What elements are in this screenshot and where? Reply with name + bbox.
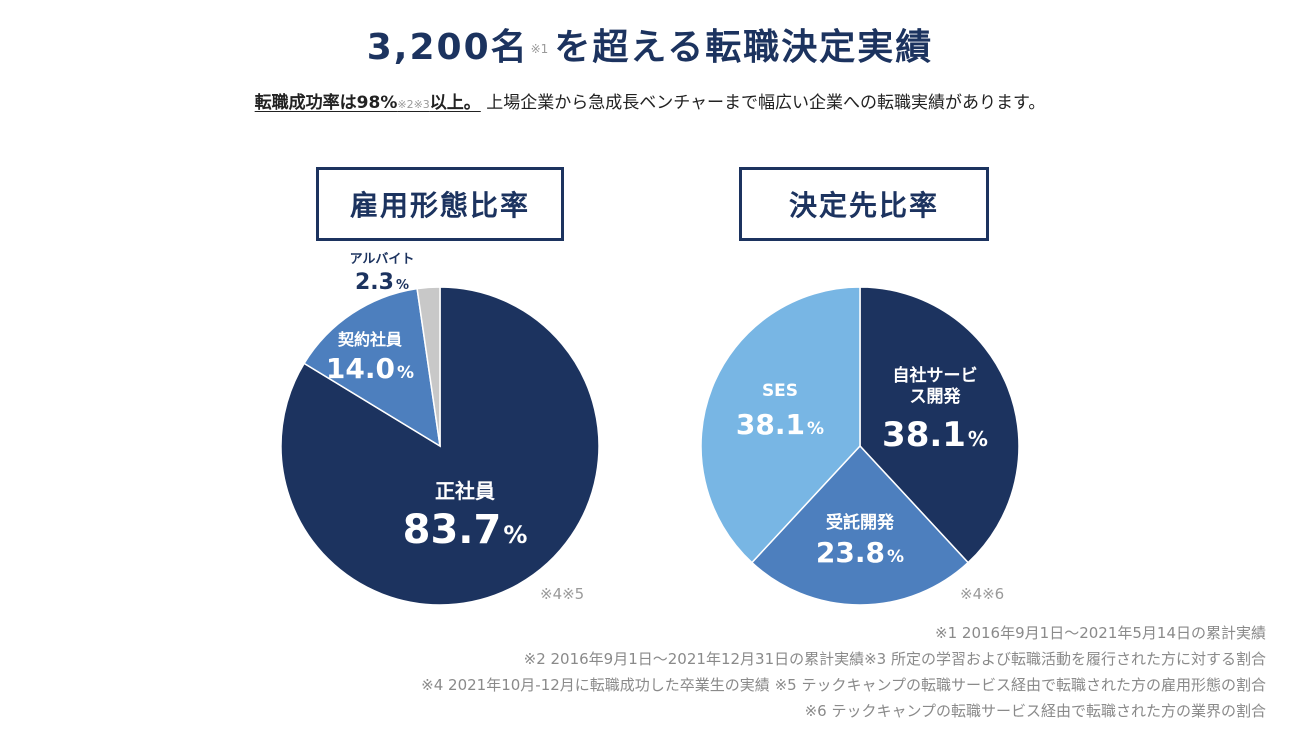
chart-title-employment: 雇用形態比率 [316, 167, 564, 241]
subtitle-highlight-end: 以上。 [429, 93, 481, 113]
footnote-4: ※6 テックキャンプの転職サービス経由で転職された方の業界の割合 [804, 702, 1266, 720]
title-main: 3,200名 [366, 27, 529, 68]
subtitle-note: ※2※3 [397, 98, 430, 111]
pie-slice-1-2 [700, 286, 861, 564]
pie-slice-0-2 [416, 286, 441, 447]
subtitle-rest: 上場企業から急成長ベンチャーまで幅広い企業への転職実績があります。 [486, 93, 1046, 113]
pie-label-1-0-line2: ス開発 [910, 386, 962, 407]
pie-label-0-1: 契約社員 [337, 330, 402, 349]
pie-slice-1-1 [750, 444, 970, 606]
subtitle-highlight: 転職成功率は98%※2※3以上。 [255, 93, 481, 113]
footnote-1: ※1 2016年9月1日〜2021年5月14日の累計実績 [935, 624, 1266, 642]
chart-note-destination: ※4※6 [960, 585, 1005, 603]
pie-value-0-1: 14.0% [326, 352, 414, 385]
chart-note-employment: ※4※5 [540, 585, 585, 603]
title-note: ※1 [530, 42, 549, 56]
pie-label-0-0: 正社員 [435, 479, 495, 503]
subtitle-highlight-text: 転職成功率は98% [254, 93, 398, 113]
page-title: 3,200名 ※1 を超える転職決定実績 [0, 18, 1300, 70]
pie-label-1-2: SES [762, 381, 798, 401]
page-subtitle: 転職成功率は98%※2※3以上。 上場企業から急成長ベンチャーまで幅広い企業への… [0, 88, 1300, 113]
pie-slice-0-1 [303, 287, 441, 448]
footnotes: ※1 2016年9月1日〜2021年5月14日の累計実績 ※2 2016年9月1… [421, 620, 1266, 724]
chart-title-destination: 決定先比率 [739, 167, 989, 241]
pie-label-1-1: 受託開発 [826, 512, 895, 533]
footnote-3: ※4 2021年10月-12月に転職成功した卒業生の実績 ※5 テックキャンプの… [421, 676, 1266, 694]
pie-value-0-2: 2.3% [355, 270, 409, 295]
footnote-2: ※2 2016年9月1日〜2021年12月31日の累計実績※3 所定の学習および… [523, 650, 1266, 668]
pie-slice-1-0 [859, 286, 1020, 564]
title-rest: を超える転職決定実績 [554, 27, 934, 68]
pie-label-1-0-line1: 自社サービ [893, 365, 978, 386]
pie-label-0-2: アルバイト [350, 252, 415, 267]
